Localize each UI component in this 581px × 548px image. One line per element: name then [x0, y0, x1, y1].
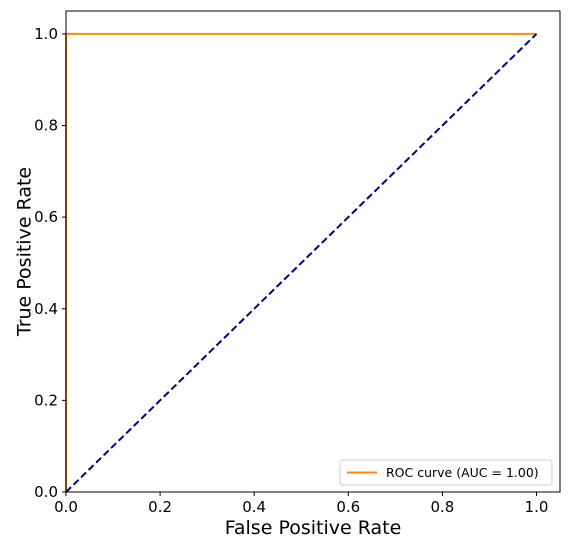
y-tick-label: 1.0: [34, 25, 58, 43]
y-tick-label: 0.8: [34, 117, 58, 135]
x-tick-label: 0.2: [148, 498, 172, 516]
x-tick-label: 0.8: [430, 498, 454, 516]
plot-frame: [65, 10, 561, 493]
legend-label-roc: ROC curve (AUC = 1.00): [386, 465, 539, 480]
x-tick-label: 0.4: [242, 498, 266, 516]
y-tick-label: 0.2: [34, 391, 58, 409]
x-tick-label: 0.6: [336, 498, 360, 516]
series-line-diagonal: [65, 33, 538, 493]
x-tick-label: 1.0: [525, 498, 549, 516]
y-tick-label: 0.0: [34, 483, 58, 501]
y-axis-label: True Positive Rate: [14, 167, 36, 337]
legend-box: [339, 459, 553, 486]
legend: ROC curve (AUC = 1.00): [339, 459, 553, 486]
axis-ticks: 0.0 0.2 0.4 0.6 0.8 1.0 0.0 0.2 0.4 0.6 0.8 1.0: [34, 25, 548, 516]
y-tick-label: 0.6: [34, 208, 58, 226]
x-tick-label: 0.0: [54, 498, 78, 516]
y-tick-label: 0.4: [34, 300, 58, 318]
x-axis-label: False Positive Rate: [225, 517, 402, 539]
plot-area: [65, 32, 538, 493]
